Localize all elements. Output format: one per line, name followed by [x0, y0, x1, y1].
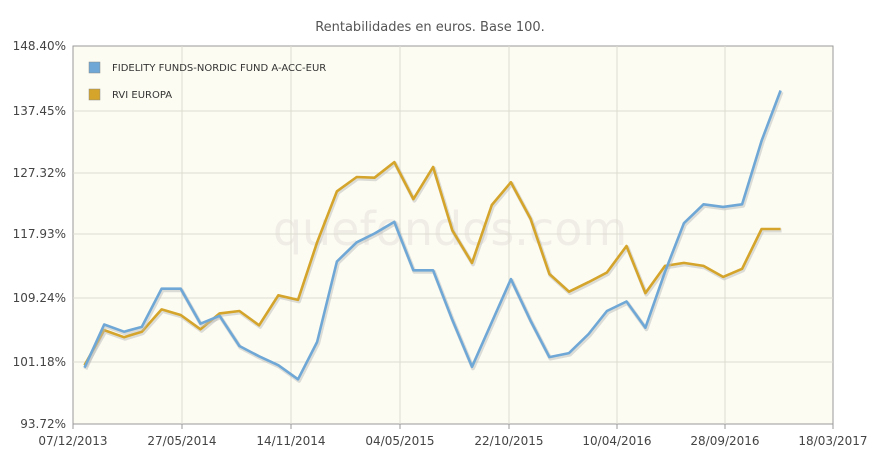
y-tick-label: 117.93% [13, 227, 66, 241]
x-tick-label: 04/05/2015 [365, 434, 434, 448]
legend-swatch-series-2 [88, 88, 101, 101]
x-tick-label: 28/09/2016 [690, 434, 759, 448]
y-tick-label: 93.72% [20, 417, 66, 431]
x-axis: 07/12/2013 27/05/2014 14/11/2014 04/05/2015… [38, 424, 868, 448]
y-tick-label: 127.32% [13, 166, 66, 180]
x-tick-label: 22/10/2015 [474, 434, 543, 448]
x-tick-label: 18/03/2017 [798, 434, 867, 448]
legend: FIDELITY FUNDS-NORDIC FUND A-ACC-EUR RVI… [88, 61, 326, 101]
series-1-line [83, 90, 782, 381]
y-tick-label: 137.45% [13, 104, 66, 118]
y-tick-label: 109.24% [13, 291, 66, 305]
series-2-line [83, 160, 781, 366]
series-lines [83, 90, 784, 383]
legend-label-series-1: FIDELITY FUNDS-NORDIC FUND A-ACC-EUR [112, 63, 326, 74]
y-axis: 93.72% 101.18% 109.24% 117.93% 127.32% 137.45… [13, 39, 66, 431]
x-tick-label: 14/11/2014 [256, 434, 325, 448]
legend-swatch-series-1 [88, 61, 101, 74]
y-tick-label: 101.18% [13, 355, 66, 369]
y-tick-label: 148.40% [13, 39, 66, 53]
x-tick-label: 07/12/2013 [38, 434, 107, 448]
x-tick-label: 10/04/2016 [582, 434, 651, 448]
x-tick-label: 27/05/2014 [147, 434, 216, 448]
legend-label-series-2: RVI EUROPA [112, 90, 172, 101]
chart-title: Rentabilidades en euros. Base 100. [315, 20, 545, 35]
